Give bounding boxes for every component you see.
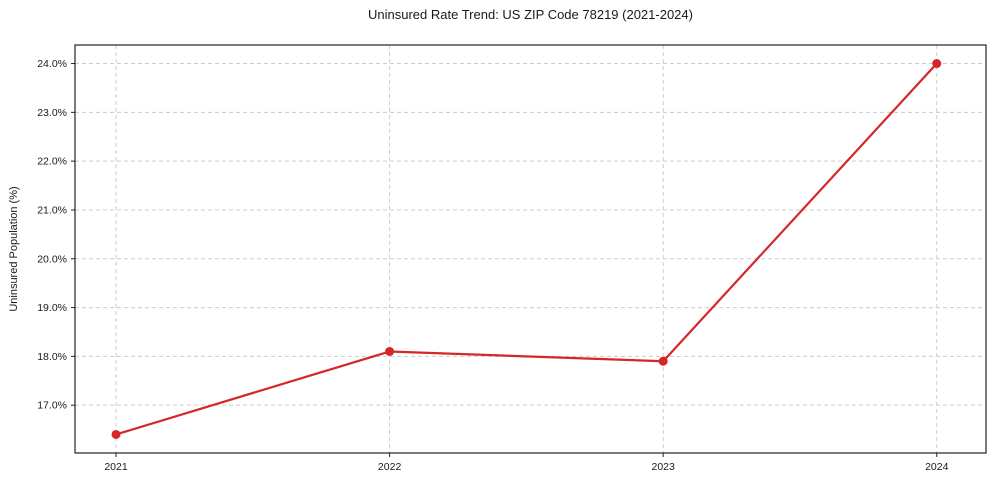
y-axis-label: Uninsured Population (%) <box>8 186 20 312</box>
chart-title: Uninsured Rate Trend: US ZIP Code 78219 … <box>368 7 693 22</box>
data-point-marker <box>932 59 942 69</box>
plot-border <box>74 44 987 454</box>
y-tick-label: 17.0% <box>37 400 67 412</box>
x-tick-label: 2023 <box>652 461 676 473</box>
y-tick-label: 24.0% <box>37 58 67 70</box>
y-tick-label: 18.0% <box>37 351 67 363</box>
x-tick-label: 2022 <box>378 461 402 473</box>
trend-line <box>114 62 938 436</box>
y-tick-label: 21.0% <box>37 204 67 216</box>
x-tick-label: 2021 <box>104 461 128 473</box>
data-point-marker <box>111 429 121 439</box>
y-tick-label: 23.0% <box>37 107 67 119</box>
data-point-marker <box>385 346 395 356</box>
y-tick-label: 20.0% <box>37 253 67 265</box>
x-tick-label: 2024 <box>925 461 949 473</box>
y-tick-label: 22.0% <box>37 156 67 168</box>
y-tick-label: 19.0% <box>37 302 67 314</box>
data-point-marker <box>658 356 668 366</box>
